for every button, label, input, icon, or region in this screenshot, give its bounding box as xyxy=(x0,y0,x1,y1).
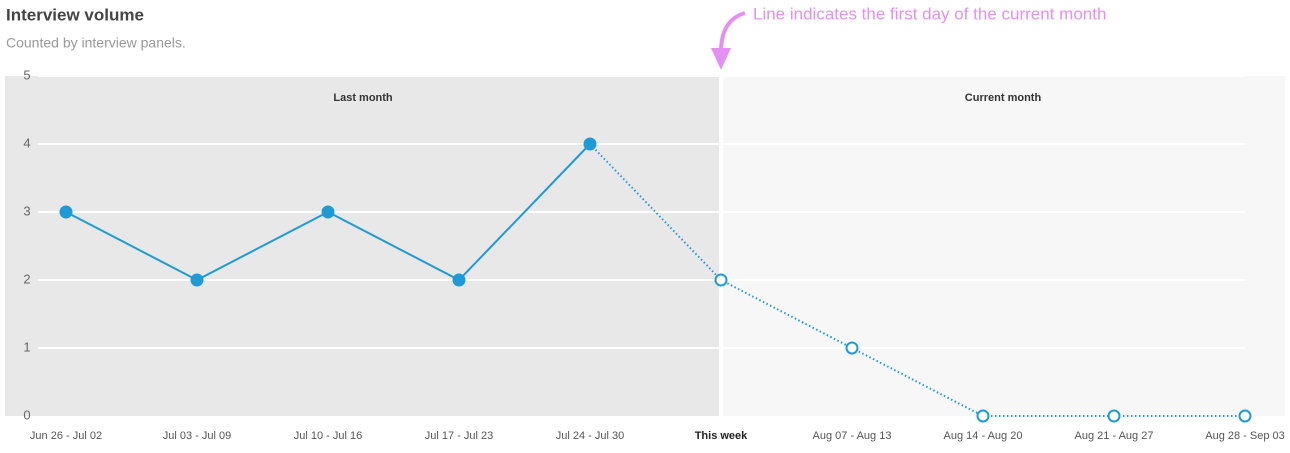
x-tick-label: Aug 21 - Aug 27 xyxy=(1075,430,1154,442)
data-point xyxy=(583,137,597,151)
x-tick-label: Aug 14 - Aug 20 xyxy=(944,430,1023,442)
y-tick-label: 3 xyxy=(23,203,30,218)
data-point xyxy=(1238,409,1252,423)
chart-title: Interview volume xyxy=(6,5,144,24)
data-point xyxy=(190,273,204,287)
data-point xyxy=(1107,409,1121,423)
x-tick-label: This week xyxy=(695,430,748,442)
region-label: Current month xyxy=(965,92,1042,104)
x-tick-label: Jul 10 - Jul 16 xyxy=(294,430,362,442)
y-tick-label: 2 xyxy=(23,271,30,286)
y-tick-label: 1 xyxy=(23,339,30,354)
data-point xyxy=(321,205,335,219)
y-tick-label: 5 xyxy=(23,67,30,82)
annotation-arrow xyxy=(719,11,746,53)
annotation-arrowhead xyxy=(711,48,731,70)
line-projection xyxy=(589,143,1245,417)
annotation-text: Line indicates the first day of the curr… xyxy=(753,4,1106,23)
data-point xyxy=(976,409,990,423)
region-background xyxy=(5,76,719,416)
data-point xyxy=(714,273,728,287)
x-tick-label: Jul 17 - Jul 23 xyxy=(425,430,493,442)
x-tick-label: Jul 24 - Jul 30 xyxy=(556,430,624,442)
x-tick-label: Jul 03 - Jul 09 xyxy=(163,430,231,442)
x-tick-label: Aug 28 - Sep 03 xyxy=(1205,430,1285,442)
x-tick-label: Jun 26 - Jul 02 xyxy=(30,430,102,442)
y-tick-label: 4 xyxy=(23,135,30,150)
data-point xyxy=(845,341,859,355)
data-point xyxy=(59,205,73,219)
x-tick-label: Aug 07 - Aug 13 xyxy=(813,430,892,442)
data-point xyxy=(452,273,466,287)
region-label: Last month xyxy=(333,92,393,104)
y-tick-label: 0 xyxy=(23,407,30,422)
chart-subtitle: Counted by interview panels. xyxy=(6,35,186,51)
region-background xyxy=(723,76,1285,416)
